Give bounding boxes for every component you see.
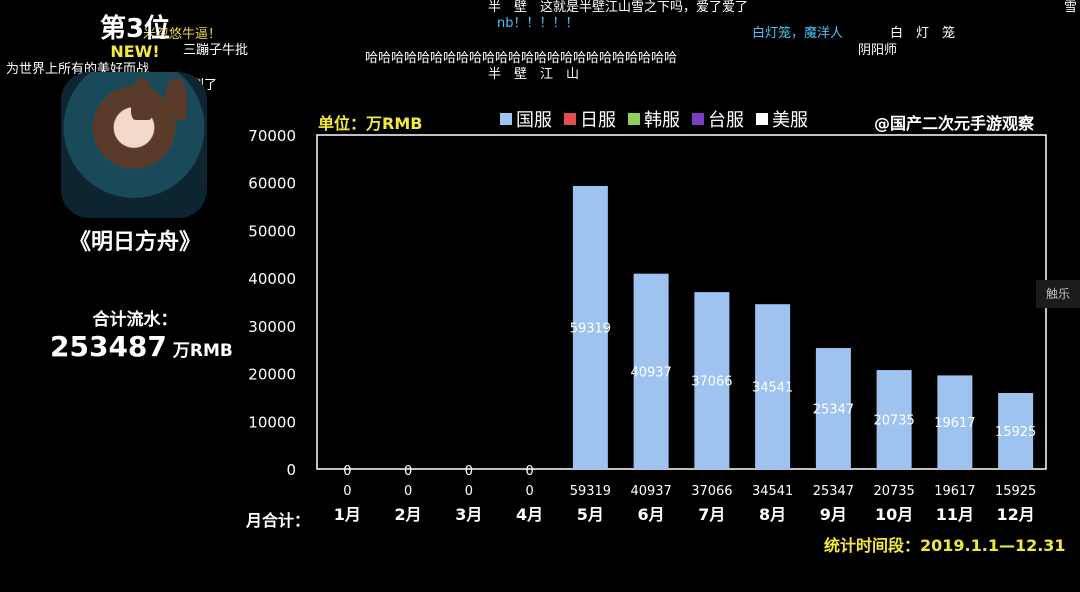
game-app-icon (61, 72, 207, 218)
x-tick-label: 2月 (395, 505, 422, 524)
month-total-value: 25347 (813, 484, 854, 499)
y-tick-label: 40000 (248, 270, 296, 288)
legend-item: 韩服 (628, 106, 680, 132)
y-tick-label: 30000 (248, 318, 296, 336)
danmaku-comment: 米忽悠牛逼！ (143, 27, 222, 42)
month-total-value: 40937 (630, 484, 671, 499)
y-tick-label: 50000 (248, 222, 296, 240)
data-label: 15925 (995, 425, 1036, 440)
total-revenue-value: 253487 (50, 330, 167, 363)
y-tick-label: 20000 (248, 366, 296, 384)
legend-label: 国服 (516, 110, 552, 131)
legend-item: 日服 (564, 106, 616, 132)
y-tick-label: 10000 (248, 413, 296, 431)
data-label: 37066 (691, 375, 732, 390)
danmaku-comment: 白灯笼，魔洋人 (752, 26, 844, 41)
bar (755, 304, 791, 469)
legend-swatch (500, 113, 512, 125)
x-tick-label: 7月 (698, 505, 725, 524)
danmaku-comment: 白 灯 笼 (890, 26, 956, 41)
legend-swatch (564, 113, 576, 125)
data-label: 0 (343, 464, 351, 479)
bar (815, 348, 851, 469)
danmaku-comment: 阴阳师 (858, 43, 898, 58)
legend-swatch (628, 113, 640, 125)
x-tick-label: 4月 (516, 505, 543, 524)
unit-label: 单位：万RMB (318, 114, 423, 133)
y-tick-label: 70000 (248, 127, 296, 145)
x-tick-label: 5月 (577, 505, 604, 524)
danmaku-comment: 半 壁 江 山 (488, 67, 580, 82)
month-total-value: 34541 (752, 484, 793, 499)
stat-period: 统计时间段：2019.1.1—12.31 (824, 536, 1066, 555)
legend-item: 美服 (756, 106, 808, 132)
game-name: 《明日方舟》 (68, 230, 201, 255)
month-total-value: 37066 (691, 484, 732, 499)
character-ear (165, 78, 187, 120)
month-total-value: 0 (525, 484, 533, 499)
data-label: 34541 (752, 381, 793, 396)
legend-label: 美服 (772, 110, 808, 131)
bar (937, 375, 973, 469)
y-tick-label: 60000 (248, 175, 296, 193)
total-revenue: 253487 万RMB (50, 330, 233, 363)
bar (876, 370, 912, 469)
x-tick-label: 1月 (334, 505, 361, 524)
x-tick-label: 6月 (638, 505, 665, 524)
legend-label: 韩服 (644, 110, 680, 131)
month-total-value: 19617 (934, 484, 975, 499)
source-credit: @国产二次元手游观察 (874, 114, 1035, 133)
month-total-value: 0 (343, 484, 351, 499)
bar (998, 393, 1034, 469)
month-total-value: 0 (404, 484, 412, 499)
x-tick-label: 9月 (820, 505, 847, 524)
danmaku-comment: 雪 (1064, 0, 1078, 15)
data-label: 0 (525, 464, 533, 479)
month-total-label: 月合计： (246, 511, 311, 530)
month-total-value: 59319 (570, 484, 611, 499)
new-badge: NEW! (110, 42, 160, 61)
bar (572, 185, 608, 469)
legend-label: 台服 (708, 110, 744, 131)
danmaku-comment: 三蹦子牛批 (183, 43, 249, 58)
x-tick-label: 3月 (455, 505, 482, 524)
month-total-value: 20735 (873, 484, 914, 499)
legend-item: 台服 (692, 106, 744, 132)
side-tab[interactable]: 触乐 (1036, 280, 1080, 308)
data-label: 0 (465, 464, 473, 479)
total-revenue-unit: 万RMB (172, 341, 233, 361)
x-tick-label: 12月 (996, 505, 1034, 524)
rank-title: 第3位 (99, 14, 171, 44)
chart-legend: 国服 日服 韩服 台服 美服 (500, 106, 808, 132)
data-label: 25347 (813, 403, 854, 418)
danmaku-comment: 哈哈哈哈哈哈哈哈哈哈哈哈哈哈哈哈哈哈哈哈哈哈哈哈 (365, 51, 678, 66)
month-total-value: 0 (465, 484, 473, 499)
data-label: 40937 (630, 365, 671, 380)
x-tick-label: 10月 (875, 505, 913, 524)
x-tick-label: 8月 (759, 505, 786, 524)
bar (633, 273, 669, 469)
data-label: 0 (404, 464, 412, 479)
data-label: 59319 (570, 321, 611, 336)
legend-item: 国服 (500, 106, 552, 132)
legend-swatch (692, 113, 704, 125)
bar (694, 292, 730, 469)
total-revenue-label: 合计流水： (92, 310, 178, 330)
x-tick-label: 11月 (936, 505, 974, 524)
character-ear (131, 78, 153, 120)
legend-label: 日服 (580, 110, 616, 131)
data-label: 20735 (873, 414, 914, 429)
y-tick-label: 0 (286, 461, 296, 479)
month-total-value: 15925 (995, 484, 1036, 499)
danmaku-comment: nb！！！！！ (497, 16, 579, 31)
legend-swatch (756, 113, 768, 125)
danmaku-comment: 半 壁 这就是半壁江山雪之下吗，爱了爱了 (488, 0, 749, 15)
data-label: 19617 (934, 416, 975, 431)
